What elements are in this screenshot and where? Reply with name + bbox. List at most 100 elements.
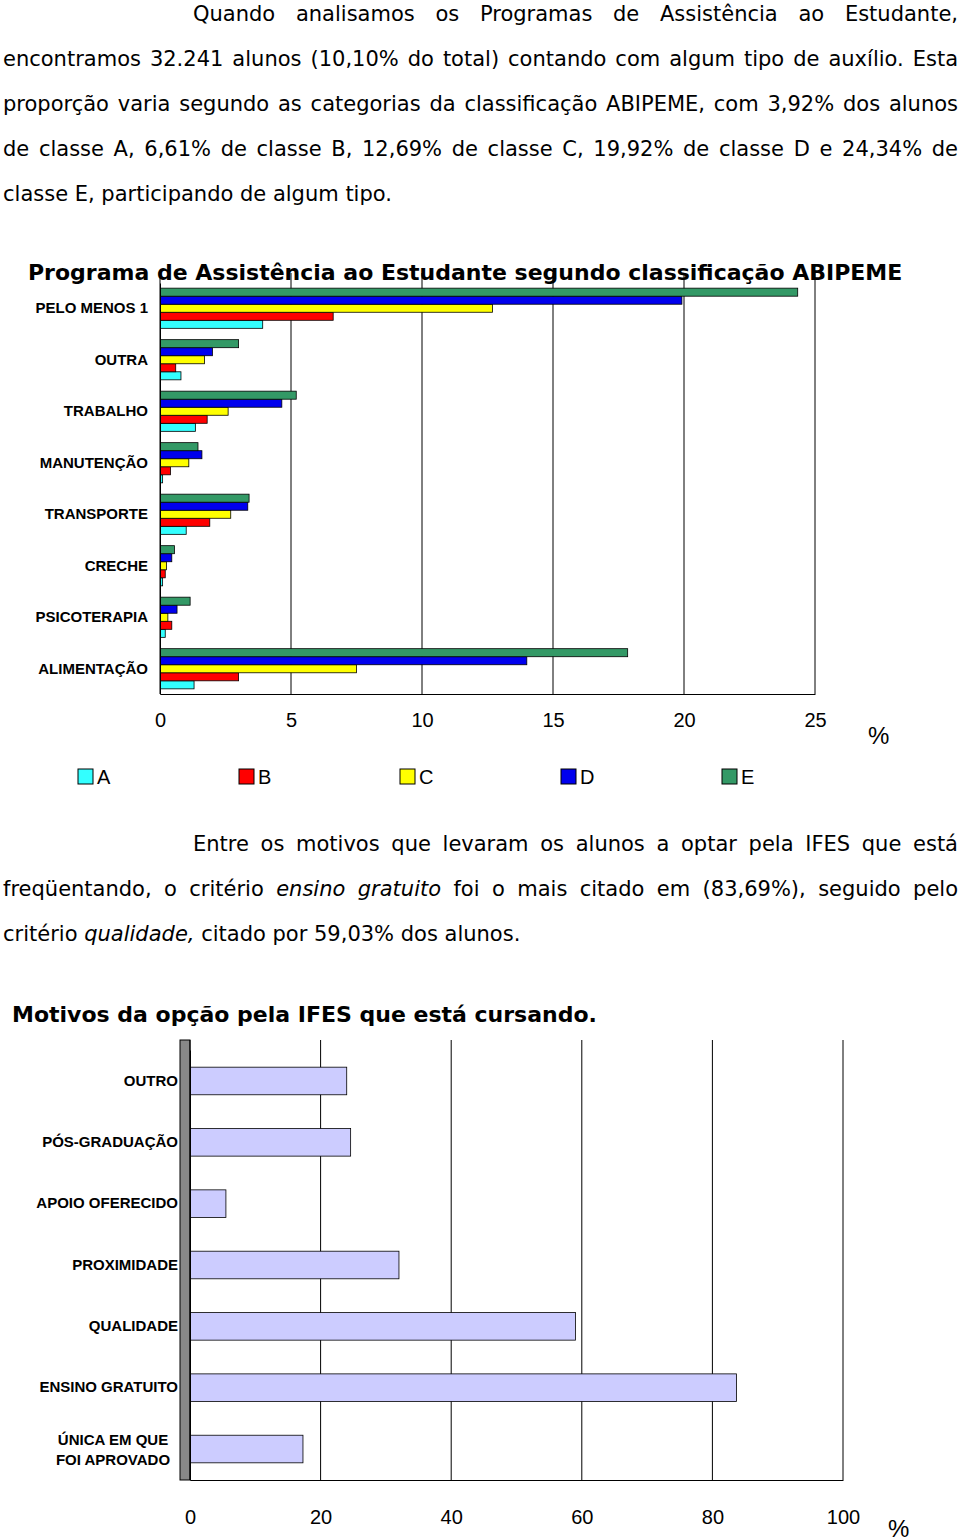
bar	[160, 621, 172, 629]
y-tick-label: OUTRO	[124, 1072, 178, 1089]
bar	[160, 288, 798, 296]
bar	[160, 546, 174, 554]
bar	[160, 605, 177, 613]
bar	[160, 407, 228, 415]
y-tick-label: OUTRA	[95, 351, 148, 368]
x-axis-line	[191, 1480, 844, 1481]
x-tick: 5	[286, 694, 297, 731]
bar	[160, 348, 212, 356]
y-tick-label: ENSINO GRATUITO	[39, 1378, 178, 1395]
bars	[190, 1067, 736, 1463]
grid-line	[422, 273, 423, 694]
bar	[160, 613, 168, 621]
bar	[160, 312, 333, 320]
x-tick: 20	[310, 1480, 332, 1528]
paragraph: Quando analisamos os Programas de Assist…	[3, 0, 958, 217]
y-tick-label: ALIMENTAÇÃO	[38, 660, 148, 677]
x-tick: 80	[702, 1480, 724, 1528]
y-tick-label: PELO MENOS 1	[35, 299, 148, 316]
charts-canvas: Programa de Assistência ao Estudante seg…	[0, 0, 960, 1539]
y-tick: TRABALHO	[64, 402, 160, 419]
grid-line	[712, 1040, 713, 1480]
bar	[160, 356, 205, 364]
emphasis: qualidade,	[84, 922, 194, 946]
bar	[160, 657, 527, 665]
bar	[160, 510, 231, 518]
paragraph: Entre os motivos que levaram os alunos a…	[3, 822, 958, 957]
y-axis-line	[190, 1051, 191, 1481]
legend-swatch	[722, 769, 737, 784]
bar	[160, 296, 682, 304]
y-tick: ENSINO GRATUITO	[39, 1378, 190, 1395]
bar	[160, 443, 198, 451]
x-tick: 15	[542, 694, 564, 731]
grid-line	[553, 273, 554, 694]
y-tick: APOIO OFERECIDO	[36, 1194, 190, 1211]
grid-line	[160, 273, 161, 694]
x-tick-label: 20	[673, 709, 695, 731]
x-tick: 10	[411, 694, 433, 731]
bar	[160, 494, 249, 502]
bar	[160, 423, 195, 431]
grid-line	[843, 1040, 844, 1480]
x-axis-label: %	[888, 1515, 909, 1539]
chart-title: Programa de Assistência ao Estudante seg…	[28, 260, 902, 285]
y-tick: CRECHE	[85, 557, 160, 574]
emphasis: ensino gratuito	[276, 877, 441, 901]
legend: ABCDE	[78, 766, 754, 788]
x-axis-line	[161, 694, 816, 695]
text-run: Quando analisamos os Programas de Assist…	[3, 2, 958, 206]
x-tick-label: 100	[827, 1506, 860, 1528]
grid-line	[451, 1040, 452, 1480]
grid-line	[291, 273, 292, 694]
bar	[160, 597, 190, 605]
x-tick: 0	[185, 1480, 196, 1528]
y-tick-label: PSICOTERAPIA	[35, 608, 148, 625]
x-axis: 0510152025	[155, 694, 827, 731]
bar	[160, 665, 357, 673]
legend-label: B	[258, 766, 271, 788]
bar	[160, 391, 296, 399]
x-tick-label: 25	[804, 709, 826, 731]
y-tick: ALIMENTAÇÃO	[38, 660, 160, 677]
y-tick-label: TRANSPORTE	[45, 505, 148, 522]
bar	[160, 673, 239, 681]
y-tick: PÓS-GRADUAÇÃO	[42, 1133, 190, 1150]
bar	[160, 340, 239, 348]
bar	[190, 1190, 226, 1218]
bar	[160, 649, 628, 657]
legend-swatch	[78, 769, 93, 784]
grid-line	[581, 1040, 582, 1480]
bar	[160, 372, 181, 380]
y-tick-label: QUALIDADE	[89, 1317, 178, 1334]
bar	[160, 415, 207, 423]
legend-label: D	[580, 766, 594, 788]
bar	[160, 502, 248, 510]
chart-title: Motivos da opção pela IFES que está curs…	[12, 1002, 597, 1027]
side-wall	[180, 1040, 190, 1480]
bar	[160, 518, 210, 526]
legend-swatch	[561, 769, 576, 784]
grid-line	[815, 273, 816, 694]
x-axis-label: %	[868, 722, 889, 749]
y-tick-label: ÚNICA EM QUEFOI APROVADO	[56, 1431, 171, 1468]
y-tick-label: APOIO OFERECIDO	[36, 1194, 178, 1211]
bar	[160, 364, 176, 372]
y-tick: PROXIMIDADE	[72, 1256, 190, 1273]
legend-label: E	[741, 766, 754, 788]
x-tick: 40	[441, 1480, 463, 1528]
y-tick-label: CRECHE	[85, 557, 148, 574]
y-tick: OUTRA	[95, 351, 160, 368]
y-tick: MANUTENÇÃO	[40, 454, 160, 471]
bar	[160, 554, 172, 562]
y-tick: QUALIDADE	[89, 1317, 190, 1334]
chart: Motivos da opção pela IFES que está curs…	[12, 1002, 909, 1539]
bar	[190, 1435, 303, 1463]
grid	[160, 273, 815, 694]
bar	[160, 459, 189, 467]
x-tick-label: 20	[310, 1506, 332, 1528]
bar	[160, 526, 186, 534]
y-axis: PELO MENOS 1 OUTRA TRABALHO MANUTENÇÃO TRANS…	[35, 284, 160, 695]
grid-line	[190, 1040, 191, 1480]
bars	[160, 288, 798, 689]
